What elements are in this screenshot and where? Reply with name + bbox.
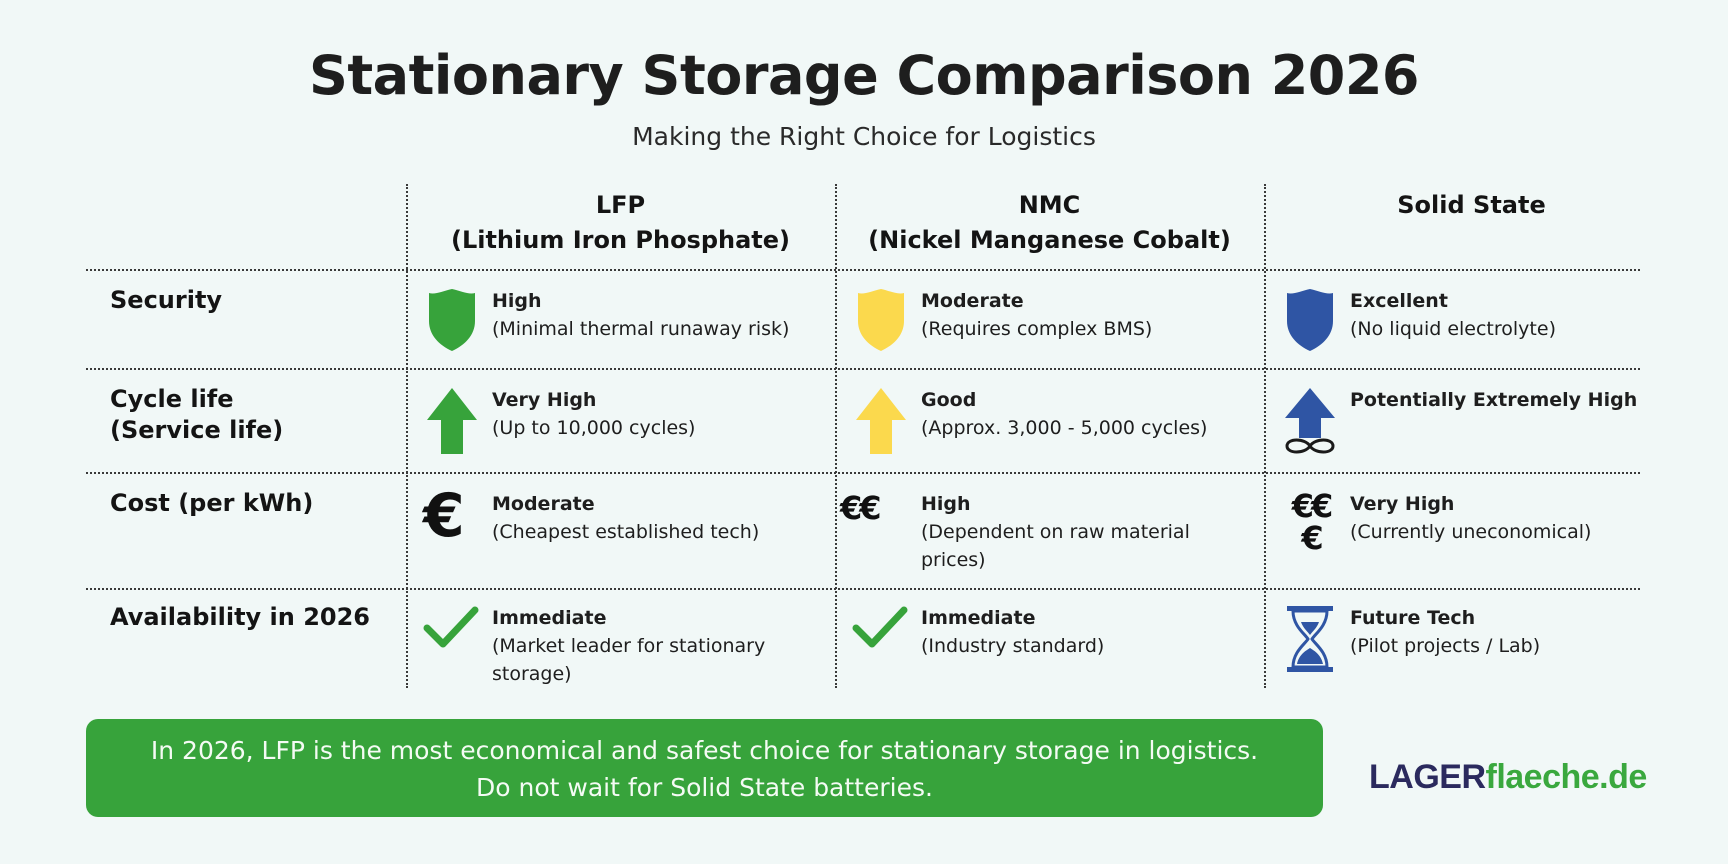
cell-title: Future Tech xyxy=(1350,607,1476,629)
euro-icon: € xyxy=(423,481,465,551)
cell-detail: (Requires complex BMS) xyxy=(921,318,1153,340)
cell-detail: (Pilot projects / Lab) xyxy=(1350,635,1541,657)
row-label-line: Cycle life xyxy=(110,385,234,413)
column-divider xyxy=(406,184,408,688)
banner-line: Do not wait for Solid State batteries. xyxy=(476,773,933,802)
row-label-security: Security xyxy=(110,286,223,314)
hourglass-icon xyxy=(1281,604,1339,680)
cell-title: Immediate xyxy=(492,607,607,629)
row-divider xyxy=(86,269,1640,271)
row-label-availability: Availability in 2026 xyxy=(110,603,371,631)
cell-title: Good xyxy=(921,389,977,411)
cell-title: Moderate xyxy=(492,493,595,515)
arrow-up-icon xyxy=(423,386,481,462)
cell-title: Potentially Extremely High xyxy=(1350,389,1638,411)
cell-detail: (No liquid electrolyte) xyxy=(1350,318,1556,340)
column-divider xyxy=(1264,184,1266,688)
euro-symbols-top: €€ xyxy=(1291,487,1334,525)
arrow-up-infinity-icon xyxy=(1281,386,1339,462)
column-header-line: LFP xyxy=(595,191,646,219)
row-label-cycle-life: Cycle life (Service life) xyxy=(110,384,283,446)
cell-title: Excellent xyxy=(1350,290,1448,312)
row-label-cost: Cost (per kWh) xyxy=(110,489,314,517)
banner-line: In 2026, LFP is the most economical and … xyxy=(150,736,1259,765)
row-divider xyxy=(86,368,1640,370)
cell-title: Very High xyxy=(1350,493,1455,515)
checkmark-icon xyxy=(852,604,910,680)
brand-logo: LAGERflaeche.de xyxy=(1369,758,1647,797)
checkmark-icon xyxy=(423,604,481,680)
logo-part-flaeche: flaeche.de xyxy=(1485,758,1648,796)
triple-euro-icon: €€ € xyxy=(1281,490,1341,566)
column-header-line: NMC xyxy=(1018,191,1081,219)
cell-title: Moderate xyxy=(921,290,1024,312)
cell-detail: (Approx. 3,000 - 5,000 cycles) xyxy=(921,417,1208,439)
cell-title: High xyxy=(921,493,971,515)
cell-title: Very High xyxy=(492,389,597,411)
cell-detail: (Cheapest established tech) xyxy=(492,521,760,543)
cell-detail: (Market leader for stationary storage) xyxy=(492,635,766,685)
column-header-line: Solid State xyxy=(1397,191,1546,219)
cell-title: Immediate xyxy=(921,607,1036,629)
cell-detail: (Industry standard) xyxy=(921,635,1105,657)
comparison-table: LFP (Lithium Iron Phosphate) NMC (Nickel… xyxy=(86,184,1640,688)
row-divider xyxy=(86,588,1640,590)
logo-part-lager: LAGER xyxy=(1369,758,1486,796)
shield-icon xyxy=(1281,287,1339,363)
cell-detail: (Currently uneconomical) xyxy=(1350,521,1592,543)
cell-title: High xyxy=(492,290,542,312)
cell-detail: (Up to 10,000 cycles) xyxy=(492,417,696,439)
cell-detail: (Minimal thermal runaway risk) xyxy=(492,318,790,340)
column-header-lfp: LFP (Lithium Iron Phosphate) xyxy=(406,188,835,258)
double-euro-icon: €€ xyxy=(840,489,882,527)
row-divider xyxy=(86,472,1640,474)
row-label-line: (Service life) xyxy=(110,416,284,444)
column-header-solid-state: Solid State xyxy=(1264,188,1679,223)
column-divider xyxy=(835,184,837,688)
shield-icon xyxy=(423,287,481,363)
euro-symbols-bottom: € xyxy=(1301,519,1323,557)
column-header-line: (Nickel Manganese Cobalt) xyxy=(868,226,1231,254)
arrow-up-icon xyxy=(852,386,910,462)
conclusion-banner: In 2026, LFP is the most economical and … xyxy=(86,719,1323,817)
column-header-line: (Lithium Iron Phosphate) xyxy=(450,226,791,254)
shield-icon xyxy=(852,287,910,363)
page-title: Stationary Storage Comparison 2026 xyxy=(308,44,1420,107)
page-subtitle: Making the Right Choice for Logistics xyxy=(632,122,1096,151)
column-header-nmc: NMC (Nickel Manganese Cobalt) xyxy=(835,188,1264,258)
cell-detail: (Dependent on raw material prices) xyxy=(921,521,1190,571)
